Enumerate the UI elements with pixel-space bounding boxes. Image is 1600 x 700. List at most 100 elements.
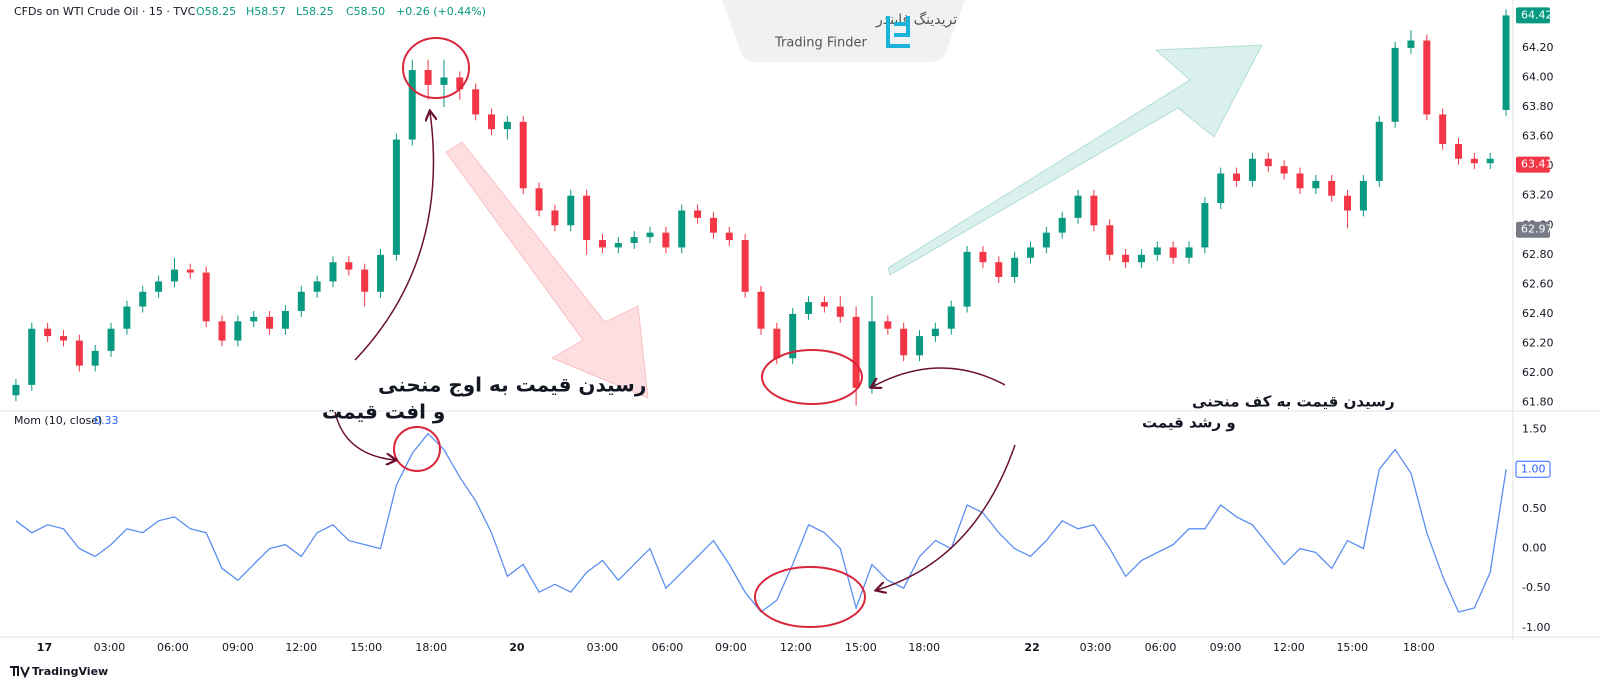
ohlc-value: L58.25 <box>296 5 334 18</box>
y-tick-label: 62.80 <box>1522 248 1554 261</box>
y-tick-label: 62.40 <box>1522 307 1554 320</box>
y-tick-label: 61.80 <box>1522 396 1554 409</box>
x-tick-label: 03:00 <box>94 641 126 654</box>
candle-body <box>519 121 527 189</box>
candle-body <box>709 217 717 233</box>
candle-body <box>884 321 892 329</box>
indicator-title: Mom (10, close) <box>14 414 102 427</box>
price-badge-label: 1.00 <box>1521 462 1546 475</box>
candle-body <box>503 121 511 130</box>
candle-body <box>662 232 670 248</box>
candle-body <box>234 321 242 341</box>
candle-body <box>836 306 844 317</box>
footer-logo <box>10 666 30 679</box>
candle-body <box>1217 173 1225 204</box>
candle-body <box>1423 40 1431 115</box>
up-arrow <box>887 44 1263 276</box>
annotation: رسیدن قیمت به کف منحنی <box>1192 393 1395 411</box>
highlight-peak <box>402 37 470 99</box>
candle-body <box>361 269 369 292</box>
x-tick-label: 09:00 <box>222 641 254 654</box>
x-tick-label: 22 <box>1024 641 1039 654</box>
price-badge <box>1516 221 1550 238</box>
indicator-value: 0.33 <box>94 414 119 427</box>
x-tick-label: 12:00 <box>285 641 317 654</box>
price-badge-label: 64.42 <box>1521 8 1553 21</box>
candle-body <box>155 281 163 292</box>
x-tick-label: 09:00 <box>715 641 747 654</box>
candle-body <box>900 328 908 356</box>
x-tick-label: 18:00 <box>908 641 940 654</box>
pointer-arrows <box>334 112 1016 590</box>
candle-body <box>1106 225 1114 255</box>
candle-body <box>1439 114 1447 144</box>
annotation: و رشد قیمت <box>1142 414 1236 432</box>
candle-body <box>789 313 797 359</box>
candle-body <box>139 291 147 307</box>
candle-body <box>297 291 305 311</box>
candle-body <box>91 350 99 366</box>
candle-body <box>1328 180 1336 196</box>
candle-body <box>1090 195 1098 226</box>
y-tick-label: 62.20 <box>1522 336 1554 349</box>
candle-body <box>1201 203 1209 248</box>
y-tick-label: -1.00 <box>1522 621 1550 634</box>
candle-body <box>392 139 400 255</box>
candle-body <box>488 114 496 130</box>
candle-body <box>1248 158 1256 181</box>
candle-body <box>75 340 83 366</box>
candle-body <box>456 77 464 90</box>
candle-body <box>329 262 337 282</box>
candle-body <box>1011 257 1019 277</box>
down-arrow <box>445 141 649 399</box>
price-badge <box>1516 7 1550 24</box>
y-tick-label: 62.00 <box>1522 366 1554 379</box>
x-tick-label: 06:00 <box>157 641 189 654</box>
logo-en: Trading Finder <box>774 36 867 51</box>
candle-body <box>820 302 828 307</box>
candle-body <box>12 384 20 396</box>
candle-body <box>1502 15 1510 110</box>
candle-body <box>931 328 939 337</box>
candle-body <box>1264 158 1272 167</box>
x-tick-label: 06:00 <box>1145 641 1177 654</box>
x-tick-label: 18:00 <box>1403 641 1435 654</box>
highlight-mom-trough <box>754 566 866 628</box>
candle-body <box>472 89 480 115</box>
x-tick-label: 17 <box>37 641 52 654</box>
candle-body <box>377 254 385 292</box>
pointer <box>872 367 1006 387</box>
logo-badge <box>722 0 965 62</box>
candle-body <box>694 210 702 218</box>
candle-body <box>123 306 131 329</box>
pointer <box>877 444 1016 590</box>
candle-body <box>583 195 591 241</box>
candle-body <box>630 237 638 243</box>
candle-body <box>1042 232 1050 248</box>
candle-body <box>773 328 781 359</box>
candle-body <box>963 251 971 307</box>
candle-body <box>725 232 733 241</box>
candle-body <box>1233 173 1241 181</box>
pointer <box>354 112 433 361</box>
candle-body <box>1058 217 1066 233</box>
candle-body <box>852 316 860 388</box>
candle-body <box>567 195 575 226</box>
candle-body <box>59 336 67 341</box>
candle-body <box>1375 121 1383 181</box>
candle-body <box>218 321 226 341</box>
candle-body <box>424 70 432 85</box>
candle-body <box>646 232 654 238</box>
y-tick-label: 0.00 <box>1522 542 1547 555</box>
candle-body <box>408 70 416 140</box>
candle-body <box>107 328 115 351</box>
candle-body <box>1280 166 1288 174</box>
x-tick-label: 09:00 <box>1210 641 1242 654</box>
change-value: +0.26 (+0.44%) <box>396 5 486 18</box>
highlight-mom-peak <box>393 426 441 472</box>
candle-body <box>28 328 36 385</box>
candle-body <box>1026 247 1034 258</box>
annotation: و افت قیمت <box>322 400 445 424</box>
candle-body <box>1486 158 1494 164</box>
candle-body <box>1470 158 1478 164</box>
